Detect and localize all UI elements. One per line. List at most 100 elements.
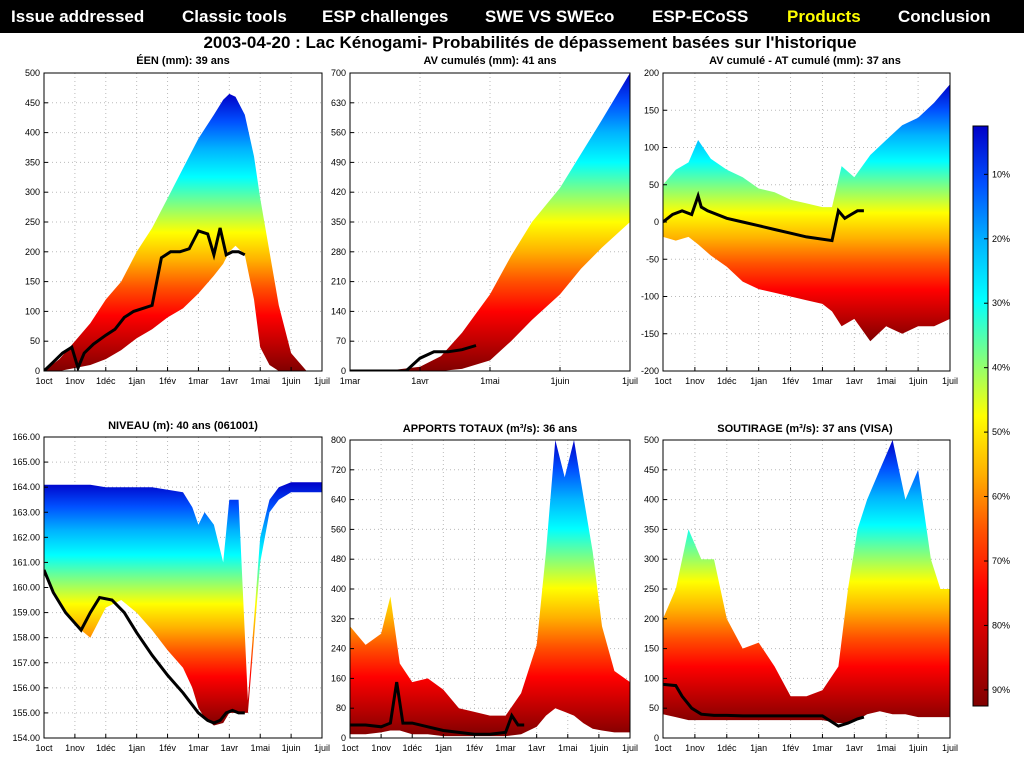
y-tick-label: 163.00: [12, 507, 40, 517]
y-tick-label: 50: [30, 336, 40, 346]
x-tick-label: 1déc: [717, 376, 737, 386]
x-tick-label: 1mai: [480, 376, 500, 386]
y-tick-label: 500: [644, 435, 659, 445]
x-tick-label: 1fév: [466, 743, 484, 753]
figure-title: 2003-04-20 : Lac Kénogami- Probabilités …: [203, 33, 857, 52]
y-tick-label: 500: [25, 68, 40, 78]
y-tick-label: 150: [25, 277, 40, 287]
chart-panel: 1oct 1nov 1déc 1jan 1fév 1mar 1avr 1mai 1juin 1ju…: [331, 423, 638, 753]
nav-products[interactable]: Products: [787, 7, 861, 26]
x-tick-label: 1mar: [340, 376, 361, 386]
chart-panel: 1oct 1nov 1déc 1jan 1fév 1mar 1avr 1mai 1juin 1ju…: [641, 55, 958, 386]
y-tick-label: 280: [331, 247, 346, 257]
chart-title: SOUTIRAGE (m³/s): 37 ans (VISA): [717, 423, 893, 435]
x-tick-label: 1nov: [65, 376, 85, 386]
colorbar-tick-label: 20%: [992, 234, 1010, 244]
colorbar-gradient: [972, 125, 989, 707]
y-tick-label: 640: [331, 495, 346, 505]
x-tick-label: 1déc: [402, 743, 422, 753]
x-tick-label: 1déc: [717, 743, 737, 753]
y-tick-label: 0: [341, 366, 346, 376]
x-tick-label: 1juin: [909, 743, 928, 753]
y-tick-label: 400: [331, 584, 346, 594]
y-tick-label: 480: [331, 554, 346, 564]
x-tick-label: 1mar: [188, 743, 209, 753]
y-tick-label: 300: [644, 554, 659, 564]
nav-esp-ecoss[interactable]: ESP-ECoSS: [652, 7, 749, 26]
nav-conclusion[interactable]: Conclusion: [898, 7, 991, 26]
y-tick-label: 350: [644, 524, 659, 534]
chart-title: NIVEAU (m): 40 ans (061001): [108, 420, 258, 432]
x-tick-label: 1jan: [128, 743, 145, 753]
x-tick-label: 1juil: [314, 743, 330, 753]
x-tick-label: 1avr: [411, 376, 429, 386]
observed-series-line: [350, 344, 477, 371]
y-tick-label: 720: [331, 465, 346, 475]
probability-envelope: [663, 84, 950, 342]
y-tick-label: 250: [25, 217, 40, 227]
probability-envelope: [350, 73, 630, 371]
y-tick-label: 166.00: [12, 432, 40, 442]
x-tick-label: 1juil: [622, 376, 638, 386]
x-tick-label: 1jan: [435, 743, 452, 753]
x-tick-label: 1juil: [942, 376, 958, 386]
y-tick-label: 490: [331, 157, 346, 167]
y-tick-label: 0: [654, 217, 659, 227]
y-tick-label: 200: [644, 68, 659, 78]
y-tick-label: 155.00: [12, 708, 40, 718]
x-tick-label: 1mar: [495, 743, 516, 753]
x-tick-label: 1oct: [654, 376, 672, 386]
colorbar-tick-label: 10%: [992, 169, 1010, 179]
observed-series-line: [663, 682, 865, 728]
nav-classic-tools[interactable]: Classic tools: [182, 7, 287, 26]
chart-title: ÉEN (mm): 39 ans: [136, 54, 230, 67]
colorbar: 10% 20% 30% 40% 50% 60% 70% 80% 90%: [972, 125, 1010, 707]
x-tick-label: 1juin: [282, 743, 301, 753]
x-tick-label: 1juin: [282, 376, 301, 386]
x-tick-label: 1mai: [876, 376, 896, 386]
y-tick-label: 800: [331, 435, 346, 445]
colorbar-tick-label: 30%: [992, 298, 1010, 308]
x-tick-label: 1déc: [96, 376, 116, 386]
colorbar-tick-label: 40%: [992, 363, 1010, 373]
x-tick-label: 1avr: [846, 376, 864, 386]
colorbar-tick-label: 70%: [992, 556, 1010, 566]
y-tick-label: 160: [331, 673, 346, 683]
y-tick-label: 162.00: [12, 532, 40, 542]
x-tick-label: 1mai: [558, 743, 578, 753]
x-tick-label: 1oct: [654, 743, 672, 753]
y-tick-label: 200: [644, 614, 659, 624]
observed-series-line: [44, 569, 245, 725]
y-tick-label: 560: [331, 128, 346, 138]
y-tick-label: -100: [641, 292, 659, 302]
y-tick-label: 0: [654, 733, 659, 743]
x-tick-label: 1oct: [35, 743, 53, 753]
x-tick-label: 1déc: [96, 743, 116, 753]
chart-title: AV cumulés (mm): 41 ans: [423, 55, 556, 67]
y-tick-label: 154.00: [12, 733, 40, 743]
y-tick-label: 700: [331, 68, 346, 78]
y-tick-label: 320: [331, 614, 346, 624]
x-tick-label: 1mai: [250, 376, 270, 386]
nav-issue-addressed[interactable]: Issue addressed: [11, 7, 145, 26]
y-tick-label: 50: [649, 180, 659, 190]
y-tick-label: 0: [341, 733, 346, 743]
y-tick-label: 150: [644, 644, 659, 654]
y-tick-label: -200: [641, 366, 659, 376]
y-tick-label: 161.00: [12, 557, 40, 567]
nav-swe-vs-sweco[interactable]: SWE VS SWEco: [485, 7, 615, 26]
y-tick-label: 150: [644, 105, 659, 115]
y-tick-label: 158.00: [12, 633, 40, 643]
y-tick-label: 250: [644, 584, 659, 594]
x-tick-label: 1avr: [528, 743, 546, 753]
y-tick-label: 100: [644, 673, 659, 683]
colorbar-tick-label: 50%: [992, 427, 1010, 437]
nav-esp-challenges[interactable]: ESP challenges: [322, 7, 449, 26]
y-tick-label: 400: [644, 495, 659, 505]
y-tick-label: 70: [336, 336, 346, 346]
x-tick-label: 1mai: [250, 743, 270, 753]
x-tick-label: 1nov: [685, 376, 705, 386]
x-tick-label: 1fév: [782, 376, 800, 386]
y-tick-label: 164.00: [12, 482, 40, 492]
chart-panel: 1oct 1nov 1déc 1jan 1fév 1mar 1avr 1mai 1juin 1ju…: [12, 420, 330, 753]
